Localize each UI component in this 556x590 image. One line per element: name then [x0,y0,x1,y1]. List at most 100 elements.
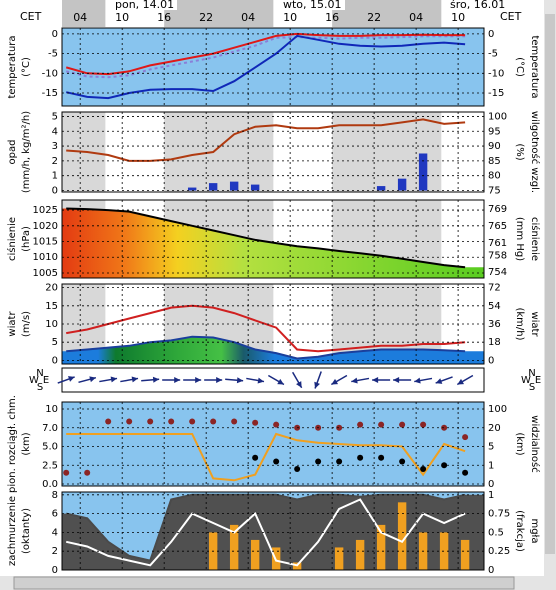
y-tick-label: 15 [45,301,58,312]
y-axis-label: wiatr [7,311,18,337]
h-scroll-thumb[interactable] [13,576,515,590]
bar [187,187,197,191]
plot-frame [61,27,485,107]
y-tick-label: 1 [52,171,58,182]
x-tick-label: 04 [241,11,255,24]
panel: 0 2 4 6 8 0 0.25 0.5 0.75 1 zachmurzenie (oktanty) (… [7,490,540,576]
dot [252,454,259,461]
wind-arrow [393,377,412,383]
y-tick-label: 2 [52,156,58,167]
y-axis-label: temperatura [7,35,18,98]
y-tick-label: 8 [52,490,58,501]
y2-tick-label: 18 [488,337,501,348]
wind-arrow [456,374,474,386]
day-label: śro, 16.01 [450,0,505,11]
night-band [164,112,274,192]
y2-tick-label: 75 [488,186,501,197]
plot-frame [61,199,485,279]
dot [126,418,133,425]
day-label: wto, 15.01 [283,0,342,11]
y2-tick-label: 0 [488,355,494,366]
arrow-head [216,377,223,383]
wind-arrow [351,377,370,384]
line [66,304,466,353]
y2-tick-label: 80 [488,171,501,182]
dot [315,458,322,465]
y2-tick-label: -15 [488,88,504,99]
y-axis-unit: (m/s) [21,311,32,337]
bar [208,183,218,191]
plot-frame [61,401,485,487]
v-scroll-thumb[interactable] [545,14,555,554]
header-night [164,0,274,27]
dot [168,418,175,425]
header-left [0,0,62,27]
y2-tick-label: 100 [488,404,507,415]
y-tick-label: 4 [52,527,58,538]
y-axis-label: ciśnienie [6,217,18,261]
x-tick-label: 16 [325,11,339,24]
wind-arrow [372,377,391,383]
y2-tick-label: 5 [488,442,494,453]
y2-axis-label: wiatr [529,311,540,337]
dot [399,458,406,465]
day-label-bg [281,0,345,10]
y-tick-label: 1015 [33,237,58,248]
y2-tick-label: 1 [488,490,494,501]
y2-axis-unit: (mm Hg) [514,217,525,261]
arrow-head [296,381,302,388]
compass-letter: N [36,368,43,379]
arrow-head [393,377,400,383]
y-tick-label: 0.0 [42,479,58,490]
dot [147,418,154,425]
y2-tick-label: 72 [488,283,501,294]
y-axis-unit: (hPa) [21,226,32,252]
line [65,498,466,567]
arrow-head [457,378,465,385]
wind-arrow [291,371,303,389]
y2-tick-label: 20 [488,423,501,434]
y2-tick-label: -10 [488,68,504,79]
arrow-head [89,376,96,383]
arrow-head [131,376,139,383]
y2-tick-label: 754 [488,267,507,278]
y-tick-label: 5.0 [42,442,58,453]
dot [336,458,343,465]
header-night [62,0,106,27]
plot-area [62,284,484,364]
dot [294,466,301,472]
y2-axis-label: widzialność [529,415,541,472]
tz-label: CET [20,10,42,23]
wind-arrow [267,374,285,386]
dot [231,418,238,425]
dot [84,469,91,476]
area [62,336,484,364]
wind-arrow [225,377,244,384]
panel: 0 1 2 3 4 5 75 80 85 90 95 100 opad (mm/h, kg/m²/h) (%… [7,111,541,197]
y-tick-label: 2.5 [42,460,58,471]
y-tick-label: 1025 [33,205,58,216]
wind-arrow [414,377,433,384]
dot [210,418,217,425]
y2-tick-label: 769 [488,204,507,215]
y-axis-unit: (km) [21,432,32,455]
dot [357,454,364,461]
y2-tick-label: 95 [488,126,501,137]
y2-tick-label: 0.5 [488,527,504,538]
arrow-head [174,377,181,383]
arrow-head [351,377,358,384]
bar [229,524,239,570]
bar [334,547,344,570]
compass-letter: S [37,382,43,393]
y-tick-label: -15 [42,88,58,99]
arrow-head [110,376,118,383]
line [65,34,466,100]
y-axis-unit: (oktanty) [21,508,32,554]
line [66,207,466,269]
y-tick-label: 10 [45,404,58,415]
plot-bg [62,402,484,486]
y-tick-label: 5 [52,337,58,348]
y-tick-label: 7.0 [42,423,58,434]
